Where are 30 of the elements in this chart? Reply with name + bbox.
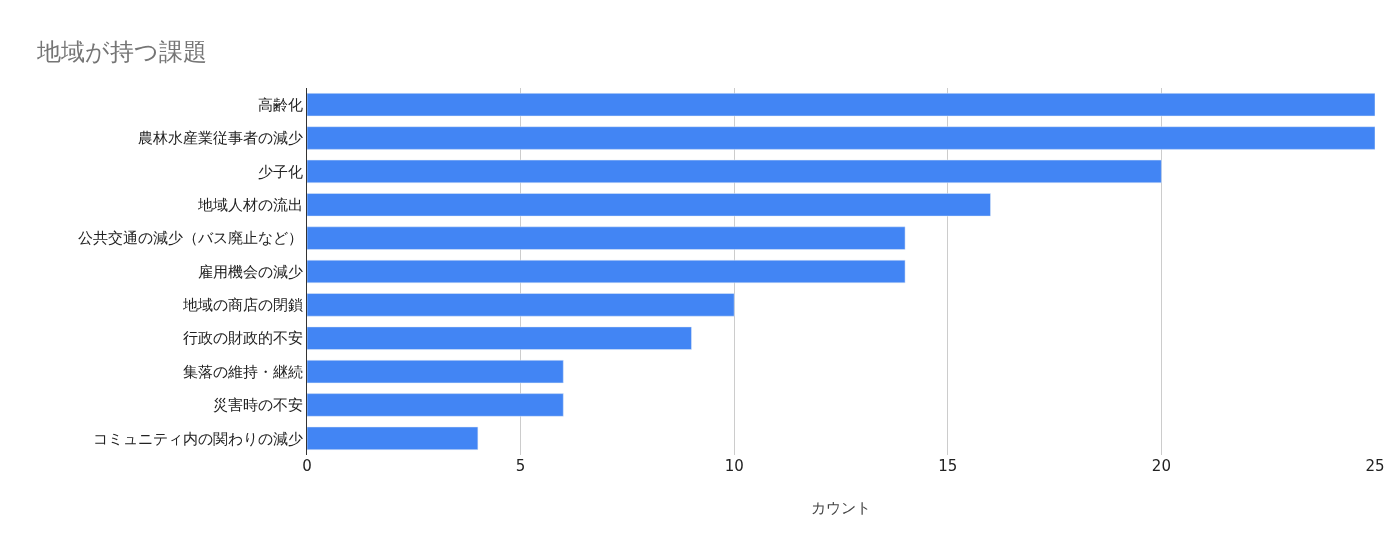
x-tick-label: 10 bbox=[724, 457, 744, 475]
y-tick-label: 集落の維持・継続 bbox=[182, 362, 303, 381]
bar bbox=[307, 159, 1162, 183]
y-tick-label: 地域人材の流出 bbox=[196, 196, 303, 215]
bar bbox=[307, 259, 906, 284]
y-tick-label: 公共交通の減少（バス廃止など） bbox=[77, 229, 303, 248]
bar bbox=[307, 326, 692, 350]
y-tick-label: 災害時の不安 bbox=[212, 396, 303, 415]
y-tick-label: 高齢化 bbox=[257, 95, 303, 114]
bar bbox=[307, 93, 1375, 117]
y-tick-label: コミュニティ内の関わりの減少 bbox=[92, 429, 303, 448]
y-tick-label: 少子化 bbox=[257, 162, 303, 181]
y-tick-label: 地域の商店の閉鎖 bbox=[181, 296, 303, 315]
bar bbox=[307, 393, 564, 417]
x-tick-label: 5 bbox=[515, 457, 526, 475]
x-tick-label: 0 bbox=[302, 457, 312, 475]
bar bbox=[307, 193, 991, 217]
y-tick-label: 農林水産業従事者の減少 bbox=[137, 129, 303, 148]
x-tick-label: 20 bbox=[1151, 457, 1171, 475]
x-tick-label: 25 bbox=[1365, 457, 1385, 475]
x-tick-label: 15 bbox=[938, 457, 958, 475]
y-tick-label: 雇用機会の減少 bbox=[197, 262, 303, 281]
chart-title: 地域が持つ課題 bbox=[36, 38, 207, 67]
x-axis-title: カウント bbox=[811, 499, 871, 517]
bar bbox=[307, 293, 735, 317]
bar bbox=[307, 360, 564, 384]
y-tick-label: 行政の財政的不安 bbox=[182, 329, 303, 348]
bar bbox=[307, 226, 906, 250]
bar bbox=[307, 126, 1375, 150]
bar bbox=[307, 426, 479, 450]
